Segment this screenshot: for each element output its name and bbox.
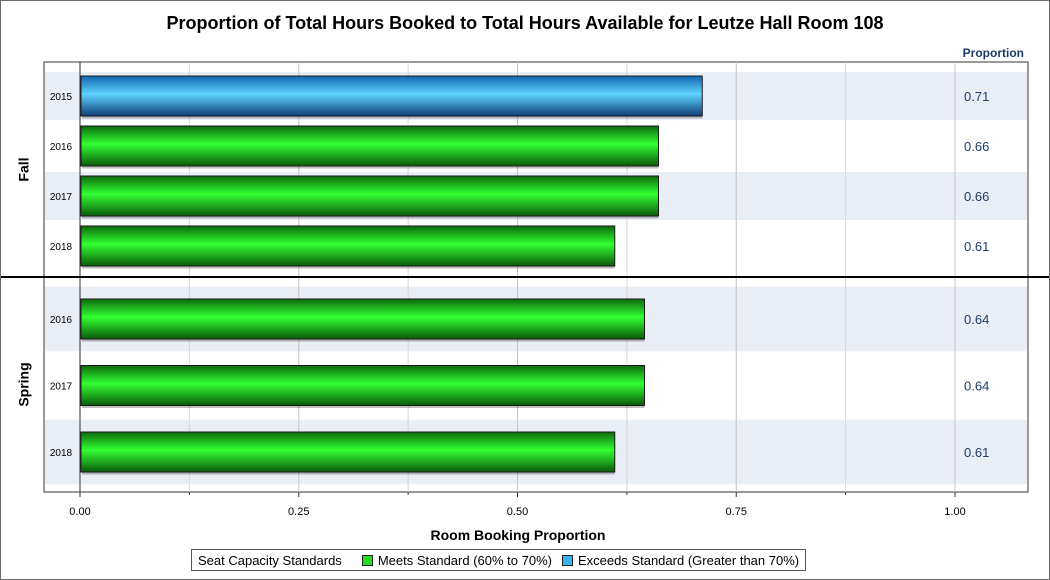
bar-fall-2017 bbox=[80, 175, 659, 217]
row-label: 2016 bbox=[50, 142, 73, 153]
row-label: 2015 bbox=[50, 92, 73, 103]
plot-area: Fall 2015 0.71 2016 0.66 2017 0.66 2018 0.61 Spri… bbox=[1, 61, 1049, 518]
legend-title: Seat Capacity Standards bbox=[198, 552, 342, 568]
value-label: 0.66 bbox=[964, 139, 989, 154]
legend-label-exceeds: Exceeds Standard (Greater than 70%) bbox=[577, 552, 800, 568]
x-axis-title: Room Booking Proportion bbox=[431, 527, 606, 543]
value-label: 0.64 bbox=[964, 312, 989, 327]
bar-chart: Proportion of Total Hours Booked to Tota… bbox=[1, 13, 1049, 543]
value-label: 0.61 bbox=[964, 239, 989, 254]
group-label-fall: Fall bbox=[16, 157, 32, 181]
group-label-spring: Spring bbox=[16, 362, 32, 406]
legend-item-exceeds: Exceeds Standard (Greater than 70%) bbox=[561, 552, 800, 568]
legend-item-meets: Meets Standard (60% to 70%) bbox=[361, 552, 552, 568]
bar-fall-2016 bbox=[80, 125, 659, 167]
legend-swatch-exceeds bbox=[561, 554, 573, 566]
bar-fall-2018 bbox=[80, 225, 616, 267]
bar-fall-2015 bbox=[80, 75, 703, 117]
value-column-header: Proportion bbox=[963, 46, 1024, 60]
value-label: 0.64 bbox=[964, 379, 989, 394]
x-tick-label: 0.75 bbox=[726, 506, 747, 518]
chart-title: Proportion of Total Hours Booked to Tota… bbox=[166, 13, 883, 33]
bar-spring-2018 bbox=[80, 431, 616, 473]
row-label: 2018 bbox=[50, 242, 73, 253]
x-tick-label: 1.00 bbox=[944, 506, 965, 518]
x-tick-label: 0.25 bbox=[288, 506, 309, 518]
row-label: 2017 bbox=[50, 382, 73, 393]
bar-spring-2017 bbox=[80, 365, 645, 406]
row-label: 2017 bbox=[50, 192, 73, 203]
legend: Seat Capacity Standards Meets Standard (… bbox=[191, 549, 807, 571]
legend-swatch-meets bbox=[361, 554, 373, 566]
row-label: 2016 bbox=[50, 315, 73, 326]
legend-label-meets: Meets Standard (60% to 70%) bbox=[377, 552, 552, 568]
value-label: 0.66 bbox=[964, 189, 989, 204]
row-label: 2018 bbox=[50, 448, 73, 459]
value-label: 0.61 bbox=[964, 445, 989, 460]
x-tick-label: 0.00 bbox=[69, 506, 90, 518]
value-label: 0.71 bbox=[964, 89, 989, 104]
bar-spring-2016 bbox=[80, 298, 645, 340]
x-tick-label: 0.50 bbox=[507, 506, 528, 518]
